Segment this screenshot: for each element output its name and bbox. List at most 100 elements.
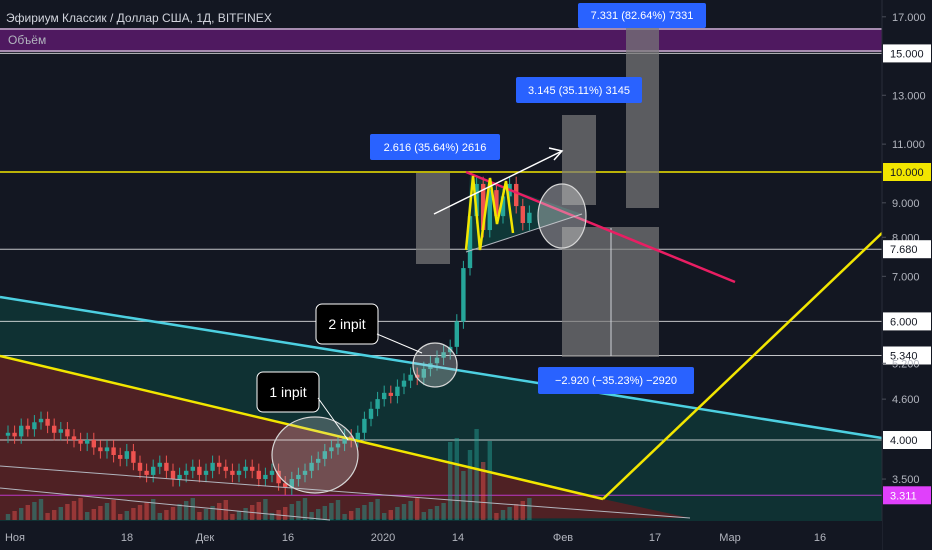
candle-1	[12, 432, 17, 437]
candle-62	[415, 374, 420, 378]
volume-bar-68	[454, 438, 459, 520]
candle-31	[210, 462, 215, 471]
volume-bar-9	[65, 504, 70, 520]
candle-57	[382, 392, 387, 400]
candle-35	[236, 470, 242, 475]
candle-5	[38, 418, 44, 423]
annotation-2-inpit: 2 inpit	[315, 303, 423, 354]
volume-bar-56	[375, 499, 380, 520]
candle-72	[481, 183, 486, 231]
y-tick-8: 7.000	[892, 271, 920, 283]
candle-4	[32, 422, 37, 430]
volume-bar-7	[52, 510, 57, 520]
volume-bar-42	[283, 507, 288, 520]
volume-bar-21	[144, 502, 149, 520]
candle-63	[421, 368, 426, 378]
ellipse-1	[271, 416, 359, 494]
ellipse-3	[537, 183, 587, 249]
price-axis[interactable]	[882, 0, 932, 550]
volume-bar-29	[197, 512, 202, 520]
volume-bar-64	[428, 509, 433, 520]
volume-bar-40	[269, 513, 275, 520]
teal-channel-upper-line	[0, 295, 883, 440]
volume-bar-30	[203, 509, 209, 520]
volume-bar-1	[12, 511, 17, 520]
y-tick-2: 13.000	[892, 90, 926, 102]
volume-bar-79	[527, 498, 532, 520]
price-label-bg-4	[883, 163, 931, 181]
candle-74	[494, 190, 499, 217]
volume-bar-6	[45, 513, 50, 520]
volume-bar-62	[415, 498, 420, 520]
volume-bar-53	[355, 508, 360, 520]
y-tick-3: 11.000	[892, 139, 925, 151]
candle-47	[316, 458, 321, 463]
volume-bar-27	[184, 501, 189, 520]
price-label-4: 10.000	[890, 167, 924, 179]
volume-bar-63	[421, 512, 426, 520]
volume-bar-75	[500, 510, 506, 520]
candle-16	[111, 447, 116, 456]
volume-bar-43	[289, 504, 294, 520]
measure-box-3	[626, 28, 659, 208]
red-trend-line	[465, 170, 736, 284]
candle-29	[197, 466, 202, 475]
volume-bar-25	[170, 507, 176, 520]
candle-36	[243, 466, 248, 471]
measure-callout-1-text: 2.616 (35.64%) 2616	[384, 142, 487, 154]
candle-38	[256, 470, 261, 480]
candle-69	[461, 268, 466, 322]
volume-bar-0	[5, 514, 11, 520]
volume-label: Объём	[8, 33, 46, 47]
price-label-1: 15.000	[890, 48, 924, 60]
chart-title: Эфириум Классик / Доллар США, 1Д, BITFIN…	[6, 11, 272, 25]
y-tick-11: 5.200	[892, 358, 920, 370]
candle-34	[230, 470, 235, 475]
price-label-13: 4.000	[890, 435, 918, 447]
price-label-bg-7	[883, 240, 931, 259]
candle-70	[467, 216, 473, 269]
volume-bar-72	[481, 462, 486, 520]
candle-20	[137, 462, 143, 471]
volume-bar-54	[362, 505, 367, 520]
volume-bar-77	[514, 504, 519, 520]
time-axis[interactable]	[0, 521, 882, 550]
triangle-lower-line	[465, 213, 583, 253]
yellow-projection-line	[602, 232, 883, 500]
x-tick-2: Дек	[196, 532, 215, 544]
volume-bar-36	[243, 508, 248, 520]
volume-bar-35	[236, 511, 242, 520]
annotation-1-text: 1 inpit	[269, 384, 306, 400]
candle-46	[309, 462, 314, 471]
annotation-2-text: 2 inpit	[328, 316, 365, 332]
candle-11	[78, 440, 83, 444]
candle-10	[71, 436, 77, 440]
x-tick-6: Фев	[553, 532, 573, 544]
candle-78	[520, 206, 525, 223]
measure-box-2	[562, 115, 596, 205]
y-tick-0: 17.000	[892, 12, 926, 24]
x-tick-4: 2020	[371, 532, 395, 544]
candle-55	[368, 408, 374, 419]
candle-32	[217, 462, 222, 467]
candle-23	[157, 462, 162, 467]
volume-bar-58	[388, 510, 393, 520]
volume-bar-47	[316, 509, 321, 520]
yellow-channel-line	[0, 354, 604, 501]
candle-28	[190, 466, 195, 471]
price-label-bg-9	[883, 312, 931, 331]
candle-60	[401, 380, 407, 387]
volume-bar-15	[104, 503, 110, 520]
white-arrow-head	[548, 147, 564, 161]
volume-bar-76	[507, 507, 512, 520]
candle-24	[164, 462, 169, 471]
candle-2	[19, 425, 24, 437]
candle-61	[408, 374, 413, 381]
x-tick-7: 17	[649, 532, 661, 544]
candle-18	[124, 451, 129, 459]
candle-27	[184, 470, 189, 475]
candle-19	[131, 451, 136, 463]
measure-callout-2: 3.145 (35.11%) 3145	[516, 77, 642, 103]
volume-bar-5	[38, 499, 44, 520]
